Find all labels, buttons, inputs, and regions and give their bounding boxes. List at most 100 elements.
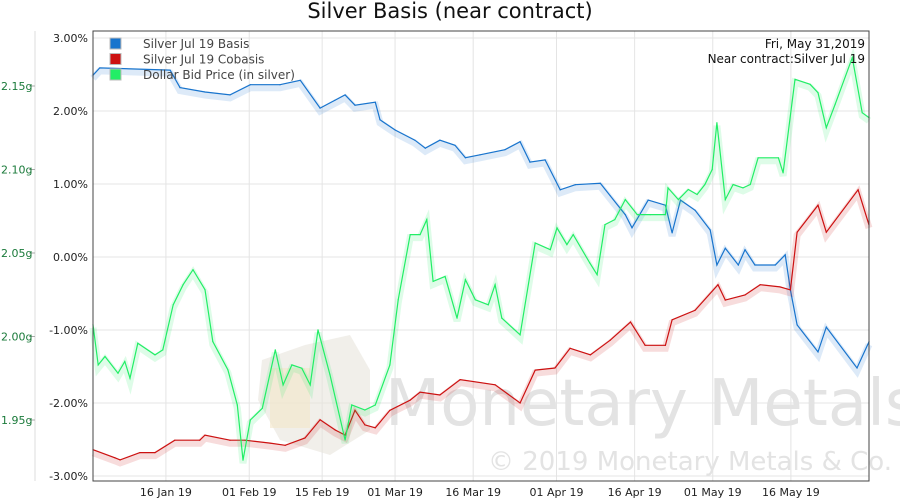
data-point [566,244,568,246]
data-point [174,439,176,441]
data-point [757,157,759,159]
data-point [304,437,306,439]
data-point [817,92,819,94]
data-point [624,198,626,201]
data-point [137,342,139,344]
data-point [154,452,156,454]
data-point [711,168,713,171]
data-point [554,367,556,369]
data-point [716,122,718,124]
data-point [694,309,696,311]
data-point [709,229,711,231]
data-point [716,264,718,266]
data-point [744,249,746,251]
data-point [861,112,863,114]
data-point [817,351,819,353]
data-point [379,119,381,121]
data-point [504,149,506,151]
y-pct-tick-label: -3.00% [49,470,88,483]
data-point [664,204,666,206]
series-lines [89,47,873,467]
data-point [609,339,611,341]
data-point [309,384,311,386]
data-point [426,219,428,221]
data-point [784,254,786,256]
data-point [529,161,531,163]
data-point [794,78,796,80]
data-point [114,457,116,459]
data-point [857,189,859,191]
x-tick-label: 16 May 19 [762,486,820,499]
legend-swatch-2 [109,53,122,65]
data-point [364,409,366,411]
data-point [419,391,421,393]
data-point [809,83,811,85]
data-point [549,249,551,251]
y-grams-tick-label: 2.10g [1,164,32,177]
data-point [124,360,126,363]
data-point [236,404,238,406]
data-point [631,227,633,229]
y-grams-tick-label: 2.05g [1,247,32,260]
data-point [667,187,669,189]
data-point [456,317,458,319]
data-point [589,262,591,264]
data-point [344,439,346,441]
data-point [351,404,353,406]
data-point [317,329,319,331]
data-point [494,384,496,386]
data-point [479,154,481,156]
data-point [629,321,632,323]
data-point [354,409,356,411]
data-point [464,279,466,281]
data-point [227,369,229,371]
axes: 16 Jan 19 01 Feb 19 15 Feb 19 01 Mar 19 16 M… [1,31,820,499]
data-point [624,214,626,216]
data-point [374,404,376,406]
data-point [664,344,666,346]
data-point [319,107,321,109]
data-point [596,274,598,276]
data-point [374,101,376,103]
data-point [724,299,726,301]
data-point [334,429,336,431]
x-tick-label: 01 Apr 19 [530,486,584,499]
data-point [749,183,751,186]
y-grams-tick-label: 1.95g [1,414,32,427]
data-point [856,367,858,369]
data-point [754,264,756,266]
data-point [301,367,303,369]
data-point [394,129,396,131]
data-point [192,269,194,271]
data-point [284,444,286,446]
data-point [99,67,101,69]
data-point [851,57,853,59]
y-grams-tick-label: 2.15g [1,80,32,93]
data-point [249,84,251,86]
data-point [439,394,441,396]
data-point [649,213,651,216]
data-point [825,326,827,328]
data-point [704,183,706,186]
data-point [444,275,446,277]
x-tick-label: 16 Mar 19 [445,486,501,499]
data-point [432,280,434,282]
grid [93,31,869,481]
data-point [569,347,571,349]
data-point [397,299,399,301]
data-point [519,141,521,143]
data-point [354,104,356,106]
data-point [572,234,574,236]
series-shadow-2 [91,185,873,467]
data-point [204,91,206,93]
data-point [556,227,558,229]
data-point [389,364,391,366]
data-point [162,349,164,351]
data-point [817,204,819,206]
data-point [104,355,106,358]
x-tick-label: 01 Mar 19 [367,486,423,499]
data-point [796,324,798,326]
data-point [732,183,734,186]
